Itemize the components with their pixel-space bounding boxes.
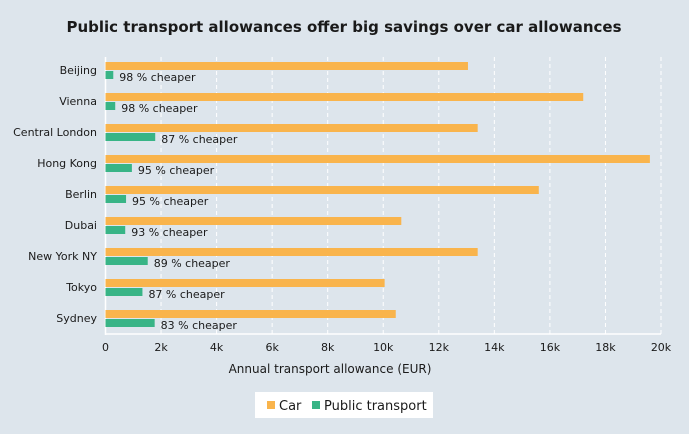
savings-label: 98 % cheaper — [119, 71, 196, 84]
bar-public-transport — [105, 319, 155, 327]
bars: 98 % cheaper 98 % cheaper 87 % cheaper 95 %… — [105, 62, 650, 332]
category-label: New York NY — [28, 250, 97, 263]
x-tick-label: 16k — [540, 341, 561, 354]
bar-car — [105, 186, 539, 194]
category-label: Vienna — [59, 95, 97, 108]
savings-label: 87 % cheaper — [148, 288, 225, 301]
bar-car — [105, 155, 650, 163]
savings-label: 83 % cheaper — [161, 319, 238, 332]
x-tick-label: 18k — [595, 341, 616, 354]
savings-label: 98 % cheaper — [121, 102, 198, 115]
savings-label: 95 % cheaper — [138, 164, 215, 177]
x-tick-label: 2k — [154, 341, 168, 354]
x-tick-label: 8k — [321, 341, 335, 354]
bar-car — [105, 279, 385, 287]
savings-label: 93 % cheaper — [131, 226, 208, 239]
x-axis-label: Annual transport allowance (EUR) — [229, 362, 432, 376]
bar-car — [105, 124, 478, 132]
bar-car — [105, 62, 468, 70]
x-tick-labels: 0 2k 4k 6k 8k 10k 12k 14k 16k 18k 20k — [102, 341, 672, 354]
category-label: Hong Kong — [37, 157, 97, 170]
chart-title: Public transport allowances offer big sa… — [66, 18, 621, 36]
bar-car — [105, 248, 478, 256]
bar-public-transport — [105, 288, 143, 296]
legend-swatch-public-transport — [312, 401, 320, 409]
category-label: Central London — [13, 126, 97, 139]
x-tick-label: 20k — [651, 341, 672, 354]
category-labels: Beijing Vienna Central London Hong Kong Berl… — [13, 64, 97, 325]
bar-car — [105, 310, 396, 318]
bar-public-transport — [105, 195, 127, 203]
x-tick-label: 4k — [210, 341, 224, 354]
x-tick-label: 14k — [484, 341, 505, 354]
legend-box — [255, 392, 433, 418]
bar-public-transport — [105, 133, 156, 141]
bar-public-transport — [105, 226, 126, 234]
bar-public-transport — [105, 164, 132, 172]
x-tick-label: 0 — [102, 341, 109, 354]
x-tick-label: 6k — [265, 341, 279, 354]
savings-label: 87 % cheaper — [161, 133, 238, 146]
category-label: Tokyo — [65, 281, 97, 294]
savings-label: 95 % cheaper — [132, 195, 209, 208]
legend: Car Public transport — [255, 392, 433, 418]
legend-swatch-car — [267, 401, 275, 409]
bar-public-transport — [105, 71, 114, 79]
bar-public-transport — [105, 102, 116, 110]
category-label: Dubai — [65, 219, 97, 232]
bar-car — [105, 93, 584, 101]
category-label: Berlin — [65, 188, 97, 201]
legend-label-public-transport: Public transport — [324, 399, 427, 414]
bar-public-transport — [105, 257, 148, 265]
category-label: Beijing — [60, 64, 97, 77]
category-label: Sydney — [56, 312, 97, 325]
savings-label: 89 % cheaper — [154, 257, 231, 270]
legend-label-car: Car — [279, 399, 302, 414]
x-tick-label: 12k — [429, 341, 450, 354]
bar-car — [105, 217, 402, 225]
x-tick-label: 10k — [373, 341, 394, 354]
